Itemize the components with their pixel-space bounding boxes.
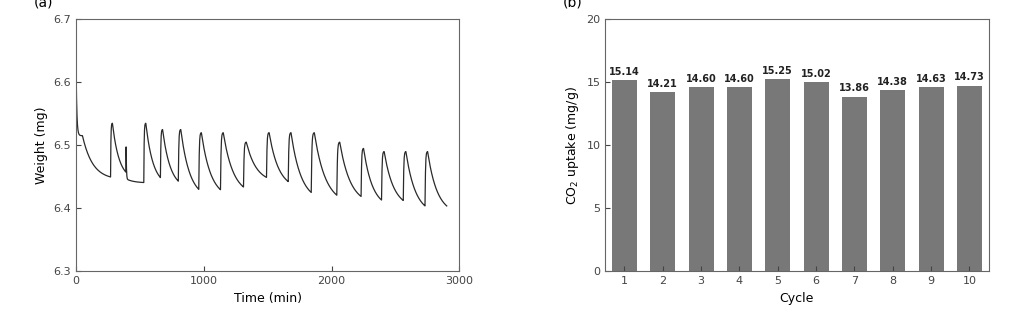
Text: 14.60: 14.60 (724, 74, 754, 84)
Bar (727, 87, 751, 271)
Text: (b): (b) (563, 0, 583, 9)
X-axis label: Cycle: Cycle (780, 292, 814, 305)
Text: 14.38: 14.38 (877, 77, 909, 87)
Text: 14.60: 14.60 (685, 74, 717, 84)
Text: 14.73: 14.73 (954, 72, 985, 82)
Bar (650, 92, 675, 271)
Text: 14.21: 14.21 (647, 79, 678, 89)
Text: (a): (a) (33, 0, 54, 9)
Bar (766, 79, 790, 271)
Y-axis label: CO$_2$ uptake (mg/g): CO$_2$ uptake (mg/g) (564, 86, 581, 204)
Bar (957, 85, 982, 271)
Bar (842, 97, 867, 271)
Bar (880, 90, 906, 271)
Bar (689, 87, 714, 271)
Text: 13.86: 13.86 (839, 83, 870, 93)
Text: 15.25: 15.25 (763, 66, 793, 76)
Text: 15.14: 15.14 (609, 67, 640, 77)
Text: 14.63: 14.63 (916, 74, 946, 84)
Text: 15.02: 15.02 (801, 69, 831, 79)
X-axis label: Time (min): Time (min) (234, 292, 302, 305)
Bar (611, 80, 637, 271)
Y-axis label: Weight (mg): Weight (mg) (34, 107, 48, 184)
Bar (919, 87, 944, 271)
Bar (804, 82, 828, 271)
